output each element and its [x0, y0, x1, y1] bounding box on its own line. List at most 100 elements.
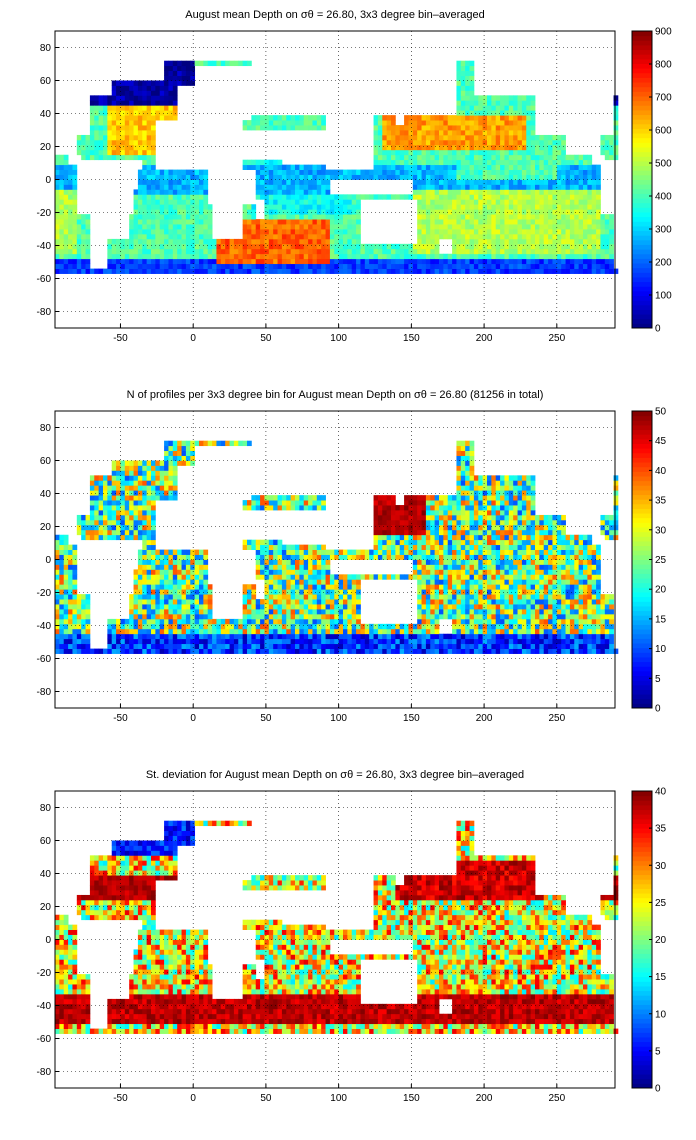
heat-cell — [281, 574, 287, 580]
heat-cell — [587, 224, 593, 230]
heat-cell — [321, 229, 326, 235]
heat-cell — [404, 159, 409, 166]
heat-cell — [255, 248, 261, 255]
heat-cell — [460, 149, 466, 156]
heat-cell — [164, 179, 169, 185]
heat-cell — [63, 609, 69, 615]
heat-cell — [495, 149, 501, 156]
heat-cell — [277, 495, 283, 501]
heat-cell — [343, 209, 348, 215]
heat-cell — [334, 604, 340, 610]
heat-cell — [430, 189, 436, 195]
heat-cell — [452, 130, 457, 136]
heat-cell — [151, 85, 156, 91]
heat-cell — [391, 495, 396, 501]
heat-cell — [199, 233, 204, 240]
heat-cell — [63, 199, 69, 205]
heat-cell — [168, 70, 174, 76]
heat-cell — [85, 623, 91, 630]
heat-cell — [478, 125, 484, 131]
heat-cell — [430, 130, 436, 136]
heat-cell — [425, 263, 431, 269]
heat-cell — [155, 485, 161, 491]
heat-cell — [273, 159, 278, 166]
heat-cell — [260, 643, 265, 649]
heat-cell — [137, 594, 143, 600]
heat-cell — [181, 564, 187, 570]
heat-cell — [478, 268, 484, 274]
heat-cell — [59, 253, 65, 260]
heat-cell — [539, 159, 545, 166]
heat-cell — [587, 154, 593, 161]
heat-cell — [255, 648, 261, 654]
heat-cell — [146, 599, 152, 605]
heat-cell — [578, 194, 584, 200]
heat-cell — [530, 149, 536, 156]
heat-cell — [264, 238, 270, 245]
heat-cell — [164, 219, 169, 225]
heat-cell — [312, 214, 318, 220]
heat-cell — [316, 199, 322, 205]
heat-cell — [120, 100, 126, 106]
heat-cell — [72, 554, 78, 560]
heat-cell — [168, 105, 174, 111]
heat-cell — [68, 594, 73, 600]
colorbar-swatch — [632, 156, 652, 162]
heat-cell — [338, 169, 344, 175]
heat-cell — [124, 460, 130, 466]
heat-cell — [264, 564, 270, 570]
heat-cell — [116, 490, 121, 496]
heat-cell — [72, 643, 78, 649]
heat-cell — [351, 229, 357, 235]
heat-cell — [504, 263, 510, 269]
heat-cell — [373, 514, 379, 521]
heat-cell — [164, 490, 169, 496]
heat-cell — [116, 648, 121, 654]
heat-cell — [434, 219, 440, 225]
heat-cell — [299, 164, 305, 170]
heat-cell — [295, 549, 300, 555]
heat-cell — [164, 243, 169, 250]
heat-cell — [504, 229, 510, 235]
heat-cell — [137, 174, 143, 180]
heat-cell — [535, 229, 540, 235]
heat-cell — [391, 544, 396, 550]
heat-cell — [89, 485, 95, 491]
heat-cell — [129, 534, 134, 541]
y-tick-label: 80 — [40, 43, 52, 54]
heat-cell — [530, 105, 536, 111]
heat-cell — [146, 144, 152, 151]
heat-cell — [111, 238, 117, 245]
x-tick-label: -50 — [113, 333, 128, 344]
heat-cell — [177, 70, 182, 76]
colorbar-swatch — [632, 290, 652, 297]
heat-cell — [303, 648, 309, 654]
heat-cell — [103, 110, 108, 116]
heat-cell — [194, 599, 200, 605]
heat-cell — [124, 490, 130, 496]
heat-cell — [142, 599, 148, 605]
heat-cell — [382, 194, 388, 200]
heat-cell — [177, 224, 182, 230]
heat-cell — [116, 510, 121, 516]
heat-cell — [94, 268, 100, 274]
heat-cell — [133, 599, 139, 605]
heat-cell — [347, 219, 353, 225]
heat-cell — [517, 243, 523, 250]
heat-cell — [504, 105, 510, 111]
heat-cell — [281, 253, 287, 260]
heat-cell — [561, 268, 566, 274]
heat-cell — [277, 199, 283, 205]
heat-cell — [456, 125, 462, 131]
heat-cell — [133, 569, 139, 575]
heat-cell — [386, 130, 392, 136]
heat-cell — [469, 243, 475, 250]
heat-cell — [59, 633, 65, 640]
heat-cell — [185, 579, 191, 585]
heat-cell — [151, 184, 156, 190]
heat-cell — [338, 579, 344, 585]
heat-cell — [395, 253, 401, 260]
heat-cell — [364, 648, 370, 654]
heat-cell — [495, 204, 501, 210]
heat-cell — [417, 130, 422, 136]
